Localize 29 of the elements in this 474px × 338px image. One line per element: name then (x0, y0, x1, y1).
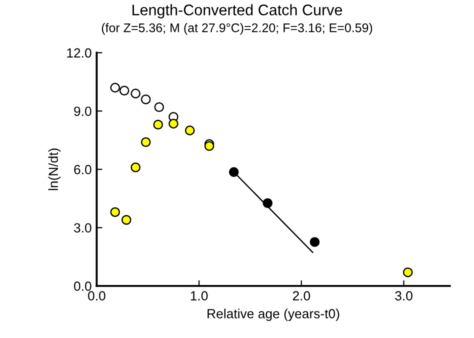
point (168, 118, 178, 129)
point (119, 86, 130, 96)
point (140, 137, 151, 148)
x-tick-label: 2.0 (292, 291, 310, 300)
point (184, 126, 195, 136)
point (130, 88, 140, 98)
point (402, 267, 413, 278)
x-tick-label: 3.0 (395, 291, 412, 300)
y-tick-label: 9.0 (74, 106, 92, 116)
point (140, 94, 151, 104)
x-tick-label: 1.0 (190, 291, 208, 300)
y-tick-label: 0.0 (74, 282, 92, 291)
y-tick-label: 6.0 (74, 164, 92, 174)
point (130, 162, 140, 172)
y-tick-label: 3.0 (74, 223, 92, 233)
point (262, 198, 273, 208)
point (310, 237, 320, 247)
x-axis-title: Relative age (years-t0) (208, 308, 340, 321)
point (153, 120, 164, 130)
point (228, 167, 239, 177)
point (121, 214, 132, 225)
point (110, 82, 120, 93)
y-tick-label: 12.0 (67, 48, 92, 58)
y-axis-title: ln(N/dt) (48, 148, 61, 190)
chart-title: Length-Converted Catch Curve (132, 4, 342, 18)
chart-subtitle: (for Z=5.36; M (at 27.9°C)=2.20; F=3.16; E=0.59) (102, 23, 372, 35)
x-tick-label: 0.0 (88, 291, 106, 300)
point (154, 102, 164, 112)
point (110, 207, 120, 217)
